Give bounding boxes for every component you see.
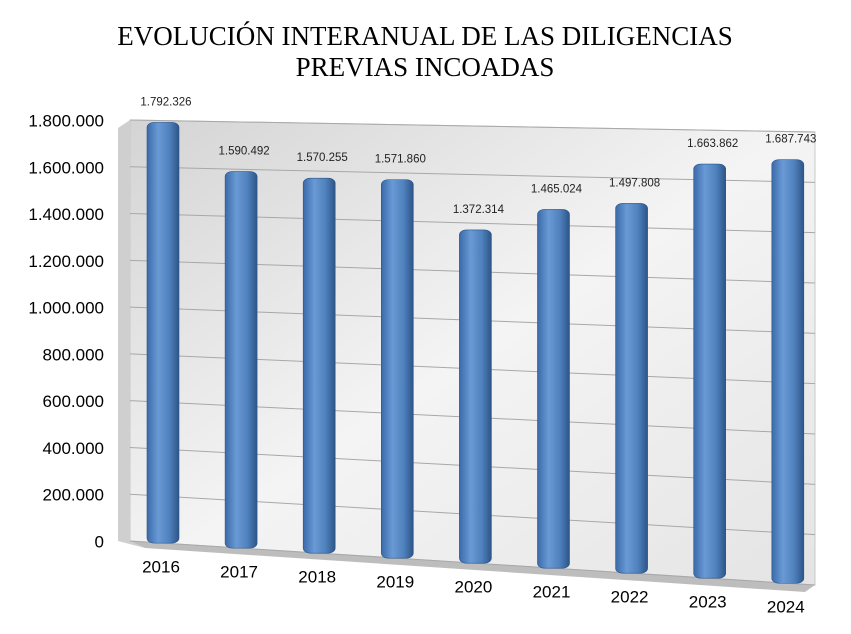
chart-title: EVOLUCIÓN INTERANUAL DE LAS DILIGENCIAS bbox=[117, 21, 732, 51]
bar bbox=[224, 171, 258, 549]
y-tick-label: 1.200.000 bbox=[28, 252, 104, 271]
y-tick-label: 800.000 bbox=[43, 345, 104, 364]
x-tick-label: 2017 bbox=[220, 563, 258, 582]
bar bbox=[771, 159, 805, 584]
value-label: 1.663.862 bbox=[687, 138, 738, 150]
bar bbox=[537, 209, 570, 569]
x-tick-label: 2024 bbox=[767, 598, 805, 617]
x-tick-label: 2023 bbox=[689, 593, 727, 612]
value-label: 1.792.326 bbox=[140, 96, 191, 108]
bar bbox=[380, 179, 414, 559]
chart-title: PREVIAS INCOADAS bbox=[296, 52, 555, 82]
y-tick-label: 400.000 bbox=[43, 439, 104, 458]
x-tick-label: 2019 bbox=[376, 573, 414, 592]
y-tick-label: 1.400.000 bbox=[28, 205, 104, 224]
y-tick-label: 600.000 bbox=[43, 392, 104, 411]
value-label: 1.497.808 bbox=[609, 177, 660, 189]
y-tick-label: 200.000 bbox=[43, 486, 104, 505]
bar bbox=[693, 163, 727, 579]
y-tick-label: 1.800.000 bbox=[28, 111, 104, 130]
x-tick-label: 2016 bbox=[142, 558, 180, 577]
x-tick-label: 2018 bbox=[298, 568, 336, 587]
bar bbox=[146, 122, 180, 544]
x-tick-label: 2020 bbox=[454, 578, 492, 597]
value-label: 1.571.860 bbox=[375, 154, 426, 166]
x-tick-label: 2022 bbox=[611, 588, 649, 607]
floor bbox=[130, 541, 815, 592]
value-label: 1.465.024 bbox=[531, 183, 583, 195]
y-tick-label: 0 bbox=[95, 532, 104, 551]
y-tick-label: 1.600.000 bbox=[28, 158, 104, 177]
bar bbox=[302, 177, 336, 554]
bar bbox=[459, 229, 492, 564]
bar bbox=[615, 203, 648, 574]
grid-line bbox=[129, 119, 816, 133]
side-wall bbox=[118, 120, 145, 548]
y-tick-label: 1.000.000 bbox=[28, 299, 104, 318]
x-tick-label: 2021 bbox=[533, 583, 571, 602]
value-label: 1.372.314 bbox=[453, 204, 505, 216]
value-label: 1.687.743 bbox=[765, 134, 816, 146]
value-label: 1.570.255 bbox=[297, 152, 348, 164]
value-label: 1.590.492 bbox=[219, 146, 270, 158]
